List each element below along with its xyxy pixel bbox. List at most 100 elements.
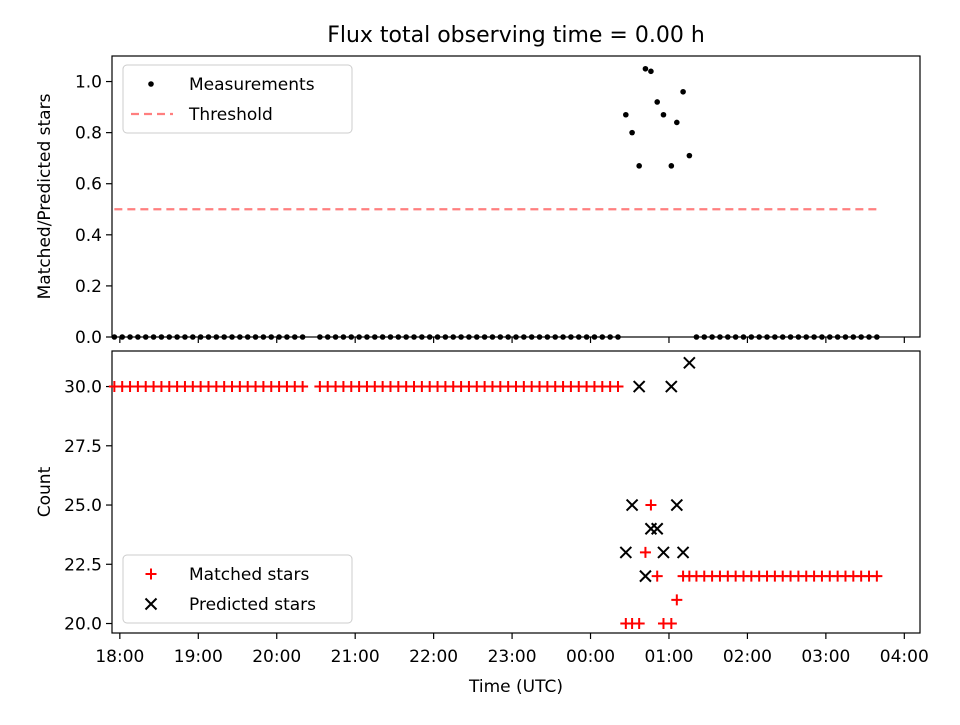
legend-box bbox=[122, 64, 353, 134]
legend-label: Matched stars bbox=[189, 565, 309, 585]
x-tick-label: 21:00 bbox=[331, 647, 380, 667]
data-point bbox=[874, 334, 880, 340]
data-point bbox=[297, 381, 309, 393]
data-point bbox=[693, 334, 700, 340]
data-point bbox=[764, 334, 770, 340]
data-point bbox=[639, 546, 651, 558]
data-point bbox=[371, 334, 378, 340]
data-point bbox=[317, 334, 323, 340]
y-tick-label: 0.8 bbox=[75, 124, 102, 144]
data-point bbox=[583, 334, 590, 340]
data-point bbox=[665, 618, 677, 630]
data-point bbox=[442, 334, 449, 340]
data-point bbox=[379, 334, 386, 340]
data-point bbox=[111, 334, 118, 340]
data-point bbox=[276, 334, 282, 340]
data-point bbox=[686, 152, 693, 159]
data-point bbox=[642, 65, 649, 72]
data-point bbox=[701, 334, 708, 340]
data-point bbox=[158, 334, 165, 340]
data-point bbox=[403, 334, 409, 340]
y-tick-label: 25.0 bbox=[64, 496, 102, 516]
data-point bbox=[671, 594, 683, 606]
data-point bbox=[732, 334, 739, 340]
y-tick-label: 20.0 bbox=[64, 615, 102, 635]
x-tick-label: 18:00 bbox=[95, 647, 144, 667]
data-point bbox=[213, 334, 220, 340]
data-point bbox=[811, 334, 817, 340]
x-tick-label: 22:00 bbox=[409, 647, 458, 667]
legend: Matched stars Predicted stars bbox=[122, 554, 353, 624]
data-point bbox=[599, 334, 606, 340]
data-point bbox=[291, 334, 298, 340]
data-point bbox=[670, 498, 684, 512]
y-tick-label: 0.6 bbox=[75, 175, 102, 195]
data-point bbox=[568, 334, 574, 340]
y-tick-label: 0.2 bbox=[75, 277, 102, 297]
data-point bbox=[623, 111, 629, 118]
data-point bbox=[842, 334, 849, 340]
data-point bbox=[779, 334, 786, 340]
series-predicted-stars bbox=[619, 356, 696, 583]
data-point bbox=[625, 498, 639, 512]
data-point bbox=[629, 129, 635, 136]
data-point bbox=[834, 334, 841, 340]
data-point bbox=[513, 334, 519, 340]
data-point bbox=[819, 334, 825, 340]
data-point bbox=[182, 334, 188, 340]
legend-marker bbox=[144, 597, 158, 611]
data-point bbox=[544, 334, 551, 340]
data-point bbox=[135, 334, 141, 340]
data-point bbox=[364, 334, 370, 340]
y-axis-label: Count bbox=[35, 466, 55, 517]
data-point bbox=[299, 334, 306, 340]
axes-frame bbox=[111, 350, 921, 634]
data-point bbox=[205, 334, 212, 340]
data-point bbox=[150, 334, 157, 340]
data-point bbox=[560, 334, 566, 340]
data-point bbox=[680, 88, 686, 95]
legend-label: Measurements bbox=[189, 75, 315, 95]
data-point bbox=[683, 356, 696, 370]
data-point bbox=[748, 334, 755, 340]
data-point bbox=[619, 546, 633, 559]
x-tick-label: 19:00 bbox=[174, 647, 223, 667]
data-point bbox=[709, 334, 715, 340]
chart-title: Flux total observing time = 0.00 h bbox=[327, 23, 705, 48]
data-point bbox=[356, 334, 362, 340]
data-point bbox=[190, 334, 196, 340]
y-tick-label: 30.0 bbox=[64, 378, 102, 398]
data-point bbox=[340, 334, 347, 340]
data-point bbox=[419, 334, 425, 340]
y-tick-label: 27.5 bbox=[64, 437, 102, 457]
legend-box bbox=[122, 554, 353, 624]
data-point bbox=[324, 334, 331, 340]
x-tick-label: 04:00 bbox=[880, 647, 929, 667]
data-point bbox=[244, 334, 251, 340]
data-point bbox=[648, 68, 654, 75]
data-point bbox=[871, 570, 883, 582]
data-point bbox=[717, 334, 723, 340]
data-point bbox=[772, 334, 778, 340]
x-tick-label: 20:00 bbox=[252, 647, 301, 667]
data-point bbox=[676, 546, 690, 559]
data-point bbox=[803, 334, 810, 340]
data-point bbox=[450, 334, 457, 340]
data-point bbox=[639, 569, 652, 583]
data-point bbox=[645, 499, 657, 511]
data-point bbox=[787, 334, 794, 340]
data-point bbox=[636, 163, 642, 169]
data-point bbox=[466, 334, 472, 340]
data-point bbox=[650, 522, 664, 535]
data-point bbox=[166, 334, 173, 340]
data-point bbox=[411, 334, 417, 340]
data-point bbox=[740, 334, 747, 340]
data-point bbox=[434, 334, 441, 340]
data-point bbox=[426, 334, 433, 340]
data-point bbox=[348, 334, 355, 340]
x-tick-label: 02:00 bbox=[723, 647, 772, 667]
data-point bbox=[651, 570, 663, 582]
data-point bbox=[826, 334, 833, 340]
data-point bbox=[575, 334, 582, 340]
legend-label: Predicted stars bbox=[189, 595, 316, 615]
